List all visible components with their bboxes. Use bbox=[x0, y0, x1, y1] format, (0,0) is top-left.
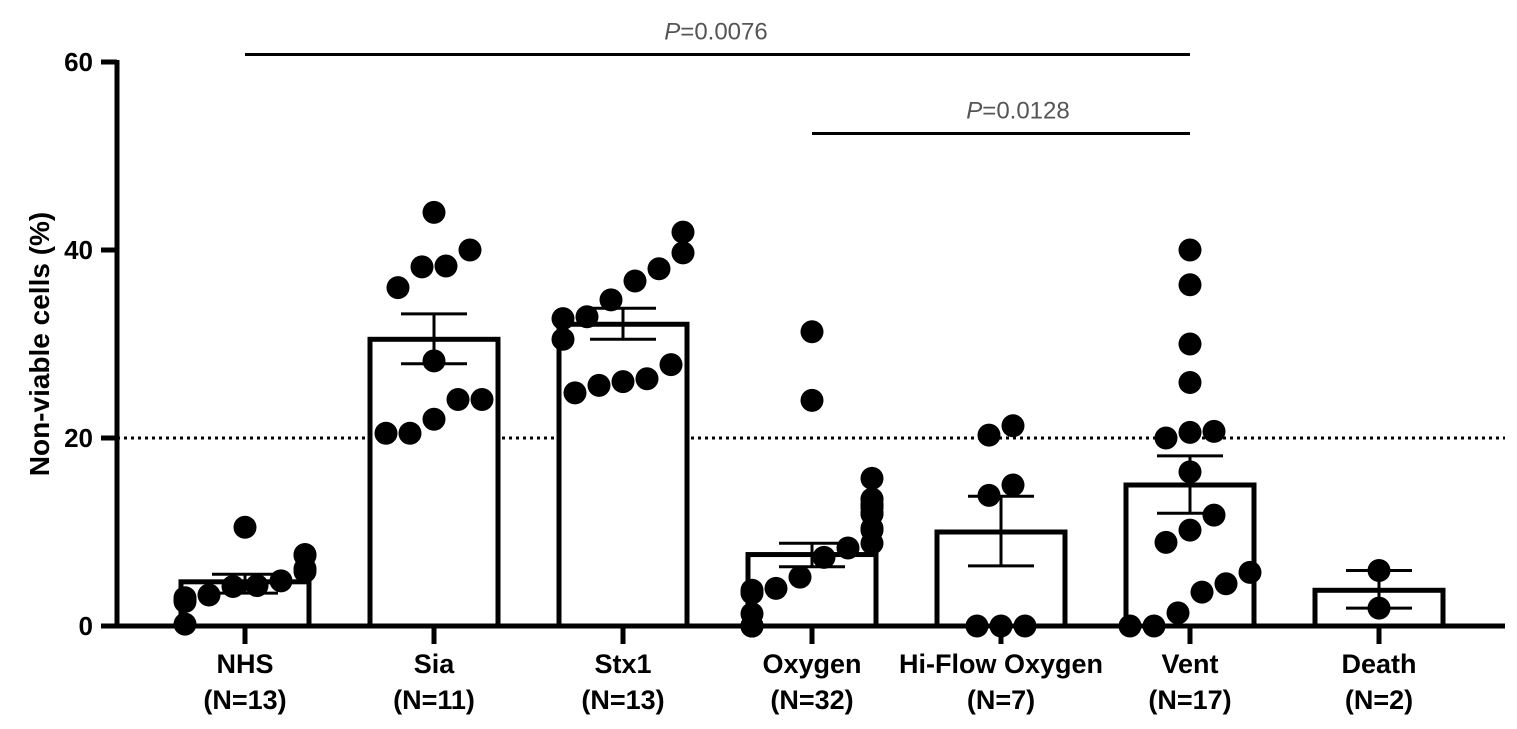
significance-layer bbox=[245, 52, 1190, 135]
error-bar-nhs bbox=[212, 572, 278, 595]
data-point-sia-3 bbox=[446, 387, 470, 411]
data-point-sia-4 bbox=[470, 387, 494, 411]
bar-sia bbox=[367, 336, 501, 629]
data-point-stx1-12 bbox=[671, 220, 695, 244]
x-n-label-oxygen: (N=32) bbox=[770, 685, 853, 715]
data-point-vent-5 bbox=[1238, 560, 1262, 584]
data-point-oxygen-15 bbox=[836, 536, 860, 560]
data-point-vent-13 bbox=[1178, 371, 1202, 395]
y-tick-label-40: 40 bbox=[64, 235, 93, 265]
data-point-nhs-4 bbox=[197, 583, 221, 607]
data-point-oxygen-10 bbox=[740, 602, 764, 626]
data-point-oxygen-30 bbox=[800, 320, 824, 344]
data-point-stx1-5 bbox=[551, 327, 575, 351]
y-axis-title: Non-viable cells (%) bbox=[24, 212, 55, 477]
data-point-oxygen-12 bbox=[740, 578, 764, 602]
data-point-oxygen-14 bbox=[812, 545, 836, 569]
data-point-stx1-0 bbox=[563, 381, 587, 405]
x-tick-label-death: Death bbox=[1341, 649, 1416, 679]
data-point-stx1-1 bbox=[587, 373, 611, 397]
y-tick-label-20: 20 bbox=[64, 423, 93, 453]
data-point-vent-7 bbox=[1178, 518, 1202, 542]
data-point-vent-10 bbox=[1154, 426, 1178, 450]
data-point-hi-flow-oxygen-5 bbox=[977, 423, 1001, 447]
x-tick-label-vent: Vent bbox=[1161, 649, 1218, 679]
data-point-stx1-4 bbox=[659, 353, 683, 377]
data-point-stx1-3 bbox=[635, 367, 659, 391]
data-point-sia-8 bbox=[434, 254, 458, 278]
data-point-vent-4 bbox=[1214, 572, 1238, 596]
data-point-sia-1 bbox=[398, 421, 422, 445]
error-bar-death bbox=[1346, 569, 1412, 610]
data-point-oxygen-13 bbox=[788, 565, 812, 589]
data-point-stx1-2 bbox=[611, 370, 635, 394]
x-n-label-stx1: (N=13) bbox=[581, 685, 664, 715]
data-point-oxygen-29 bbox=[800, 388, 824, 412]
p-value-label-1: P=0.0076 bbox=[664, 18, 767, 45]
data-point-vent-12 bbox=[1178, 420, 1202, 444]
axis-layer bbox=[101, 59, 1505, 644]
error-bar-stx1 bbox=[590, 306, 656, 341]
data-point-sia-10 bbox=[422, 200, 446, 224]
x-n-label-hi-flow-oxygen: (N=7) bbox=[967, 685, 1035, 715]
data-point-oxygen-27 bbox=[860, 487, 884, 511]
data-point-vent-16 bbox=[1178, 238, 1202, 262]
data-point-sia-9 bbox=[458, 238, 482, 262]
data-point-oxygen-31 bbox=[764, 576, 788, 600]
data-point-vent-14 bbox=[1178, 332, 1202, 356]
data-point-nhs-12 bbox=[233, 515, 257, 539]
x-n-label-vent: (N=17) bbox=[1148, 685, 1231, 715]
x-tick-label-sia: Sia bbox=[414, 649, 456, 679]
data-point-stx1-7 bbox=[575, 305, 599, 329]
error-bar-hi-flow-oxygen bbox=[968, 494, 1034, 568]
data-point-nhs-6 bbox=[245, 574, 269, 598]
data-point-vent-2 bbox=[1166, 601, 1190, 625]
data-point-vent-3 bbox=[1190, 580, 1214, 604]
data-point-vent-11 bbox=[1202, 419, 1226, 443]
p-value-label-2: P=0.0128 bbox=[966, 97, 1069, 124]
error-bar-sia bbox=[401, 312, 467, 366]
data-point-nhs-3 bbox=[173, 586, 197, 610]
x-tick-label-oxygen: Oxygen bbox=[762, 649, 861, 679]
data-point-hi-flow-oxygen-4 bbox=[1001, 473, 1025, 497]
x-n-label-death: (N=2) bbox=[1345, 685, 1413, 715]
data-point-sia-0 bbox=[374, 421, 398, 445]
data-point-stx1-10 bbox=[647, 257, 671, 281]
data-point-stx1-11 bbox=[671, 241, 695, 265]
data-point-stx1-6 bbox=[551, 307, 575, 331]
data-point-vent-6 bbox=[1154, 530, 1178, 554]
data-point-sia-7 bbox=[410, 255, 434, 279]
data-point-hi-flow-oxygen-6 bbox=[1001, 414, 1025, 438]
data-point-sia-2 bbox=[422, 407, 446, 431]
x-tick-label-nhs: NHS bbox=[216, 649, 273, 679]
y-tick-label-60: 60 bbox=[64, 47, 93, 77]
y-tick-label-0: 0 bbox=[79, 611, 93, 641]
data-point-nhs-11 bbox=[293, 543, 317, 567]
x-tick-label-stx1: Stx1 bbox=[594, 649, 651, 679]
label-layer: NHS (N=13) Sia (N=11) Stx1 (N=13) Oxygen (N=32)… bbox=[24, 18, 1417, 715]
x-n-label-nhs: (N=13) bbox=[203, 685, 286, 715]
data-point-stx1-8 bbox=[599, 288, 623, 312]
data-point-vent-8 bbox=[1202, 503, 1226, 527]
error-bar-oxygen bbox=[779, 541, 845, 569]
data-point-stx1-9 bbox=[623, 269, 647, 293]
x-n-label-sia: (N=11) bbox=[393, 685, 475, 715]
x-tick-label-hi-flow-oxygen: Hi-Flow Oxygen bbox=[899, 649, 1103, 679]
error-bar-vent bbox=[1157, 454, 1223, 515]
data-point-oxygen-28 bbox=[860, 466, 884, 490]
data-point-sia-6 bbox=[386, 276, 410, 300]
data-point-vent-15 bbox=[1178, 273, 1202, 297]
